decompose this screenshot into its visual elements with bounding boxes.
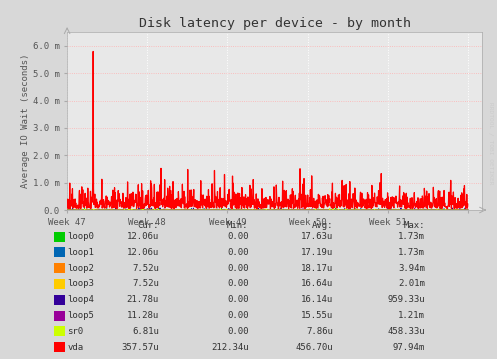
Text: 11.28u: 11.28u: [127, 311, 159, 320]
Text: 456.70u: 456.70u: [295, 342, 333, 352]
Text: 0.00: 0.00: [227, 279, 248, 289]
Text: sr0: sr0: [67, 327, 83, 336]
Text: 959.33u: 959.33u: [387, 295, 425, 304]
Text: Cur:: Cur:: [138, 221, 159, 230]
Text: 2.01m: 2.01m: [398, 279, 425, 289]
Text: 15.55u: 15.55u: [301, 311, 333, 320]
Text: 17.63u: 17.63u: [301, 232, 333, 241]
Text: loop1: loop1: [67, 248, 94, 257]
Text: 7.52u: 7.52u: [132, 264, 159, 273]
Text: 0.00: 0.00: [227, 248, 248, 257]
Text: loop0: loop0: [67, 232, 94, 241]
Text: Min:: Min:: [227, 221, 248, 230]
Text: 12.06u: 12.06u: [127, 232, 159, 241]
Text: 0.00: 0.00: [227, 264, 248, 273]
Text: 0.00: 0.00: [227, 295, 248, 304]
Text: 1.73m: 1.73m: [398, 232, 425, 241]
Text: 3.94m: 3.94m: [398, 264, 425, 273]
Text: loop4: loop4: [67, 295, 94, 304]
Text: 458.33u: 458.33u: [387, 327, 425, 336]
Text: RRDTOOL / TOBI OETIKER: RRDTOOL / TOBI OETIKER: [489, 102, 494, 185]
Text: 1.21m: 1.21m: [398, 311, 425, 320]
Text: loop3: loop3: [67, 279, 94, 289]
Text: 0.00: 0.00: [227, 311, 248, 320]
Text: 16.14u: 16.14u: [301, 295, 333, 304]
Text: Avg:: Avg:: [312, 221, 333, 230]
Text: 97.94m: 97.94m: [393, 342, 425, 352]
Text: 18.17u: 18.17u: [301, 264, 333, 273]
Text: 7.52u: 7.52u: [132, 279, 159, 289]
Text: loop2: loop2: [67, 264, 94, 273]
Title: Disk latency per device - by month: Disk latency per device - by month: [139, 17, 411, 30]
Text: 6.81u: 6.81u: [132, 327, 159, 336]
Text: 12.06u: 12.06u: [127, 248, 159, 257]
Text: 7.86u: 7.86u: [306, 327, 333, 336]
Text: 17.19u: 17.19u: [301, 248, 333, 257]
Text: loop5: loop5: [67, 311, 94, 320]
Text: vda: vda: [67, 342, 83, 352]
Text: 21.78u: 21.78u: [127, 295, 159, 304]
Text: 0.00: 0.00: [227, 327, 248, 336]
Text: 1.73m: 1.73m: [398, 248, 425, 257]
Text: 0.00: 0.00: [227, 232, 248, 241]
Y-axis label: Average IO Wait (seconds): Average IO Wait (seconds): [21, 54, 30, 188]
Text: 212.34u: 212.34u: [211, 342, 248, 352]
Text: 16.64u: 16.64u: [301, 279, 333, 289]
Text: Max:: Max:: [404, 221, 425, 230]
Text: 357.57u: 357.57u: [121, 342, 159, 352]
